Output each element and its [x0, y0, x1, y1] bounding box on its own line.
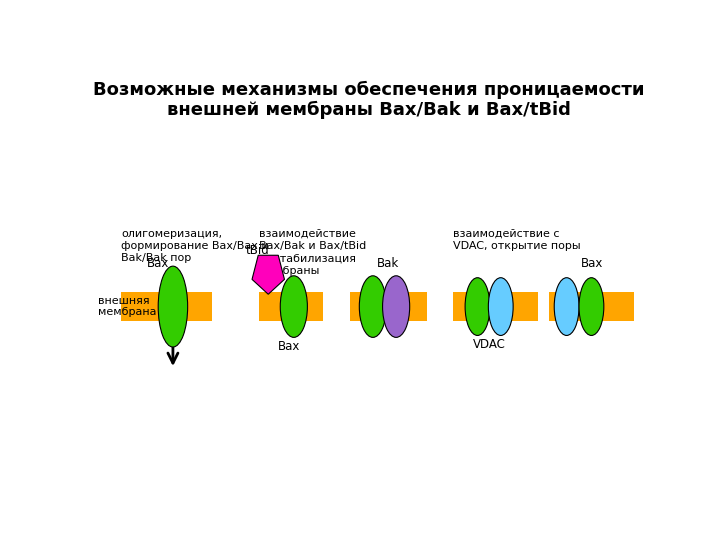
Text: Bax/Bak и Bax/tBid: Bax/Bak и Bax/tBid — [259, 241, 366, 251]
Text: мембраны: мембраны — [259, 266, 320, 276]
Text: tBid: tBid — [246, 244, 269, 256]
Bar — [549, 292, 634, 321]
Bar — [453, 292, 538, 321]
Ellipse shape — [465, 278, 490, 335]
Text: Bax: Bax — [581, 258, 603, 271]
Bar — [350, 292, 427, 321]
Text: олигомеризация,: олигомеризация, — [121, 229, 222, 239]
Text: Bak/Bak пор: Bak/Bak пор — [121, 253, 192, 264]
Text: VDAC: VDAC — [473, 338, 505, 351]
Ellipse shape — [158, 266, 188, 347]
Text: взаимодействие: взаимодействие — [259, 229, 356, 239]
Ellipse shape — [382, 276, 410, 338]
Ellipse shape — [554, 278, 579, 335]
Ellipse shape — [359, 276, 387, 338]
Ellipse shape — [579, 278, 604, 335]
Text: внешней мембраны Bax/Bak и Bax/tBid: внешней мембраны Bax/Bak и Bax/tBid — [167, 100, 571, 119]
Ellipse shape — [488, 278, 513, 335]
Text: Bax: Bax — [147, 258, 169, 271]
Text: Bak: Bak — [377, 258, 400, 271]
Polygon shape — [252, 255, 284, 294]
Ellipse shape — [280, 276, 307, 338]
Text: внешняя
мембрана: внешняя мембрана — [98, 296, 156, 318]
Text: Bax: Bax — [278, 340, 300, 354]
Text: Возможные механизмы обеспечения проницаемости: Возможные механизмы обеспечения проницае… — [94, 80, 644, 98]
Bar — [121, 292, 212, 321]
Text: формирование Bax/Bax и: формирование Bax/Bax и — [121, 241, 269, 251]
Text: VDAC, открытие поры: VDAC, открытие поры — [453, 241, 580, 251]
Bar — [259, 292, 323, 321]
Text: взаимодействие с: взаимодействие с — [453, 229, 559, 239]
Text: дестабилизация: дестабилизация — [259, 253, 356, 264]
